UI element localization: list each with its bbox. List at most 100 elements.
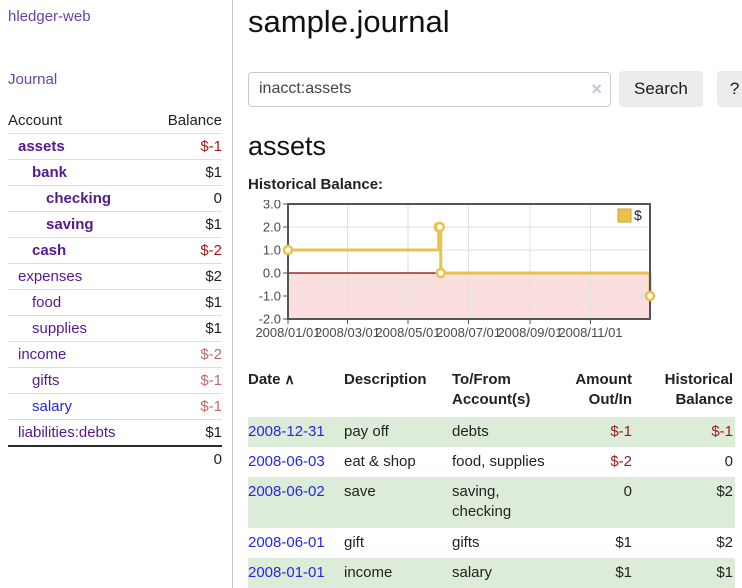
account-link-supplies[interactable]: supplies [32,320,88,337]
account-balance: $1 [150,315,222,342]
account-balance: $2 [150,263,222,290]
chart-container: 3.0 2.0 1.0 0.0 -1.0 -2.0 2008/01/01 2008/03/01… [248,197,742,352]
page-title: sample.journal [248,4,450,39]
account-row: expenses $2 [8,263,222,290]
svg-text:-2.0: -2.0 [259,312,281,327]
account-row: saving $1 [8,211,222,238]
account-link-food[interactable]: food [32,294,62,311]
account-row: bank $1 [8,159,222,186]
register-header-balance: Historical Balance [664,371,733,409]
register-header-tofrom: To/From Account(s) [452,371,531,409]
sidebar-item-journal[interactable]: Journal [8,71,58,88]
account-link-checking[interactable]: checking [46,190,112,207]
register-row: 2008-12-31 pay off debts $-1 $-1 [248,416,735,447]
date-link[interactable]: 2008-06-01 [248,533,325,551]
svg-text:2008/09/01: 2008/09/01 [497,325,562,340]
account-link-salary[interactable]: salary [32,398,73,415]
accounts-total-row: 0 [8,445,222,472]
account-link-bank[interactable]: bank [32,164,68,181]
accounts-total-value: 0 [150,445,222,472]
account-link-income[interactable]: income [18,346,67,363]
account-balance: $-1 [150,367,222,394]
sidebar: hledger-web Journal Account Balance asse… [0,0,233,588]
account-balance: $-1 [150,133,222,160]
account-link-assets[interactable]: assets [18,138,65,155]
register-row: 2008-06-03 eat & shop food, supplies $-2… [248,447,735,477]
accounts-cell: gifts [452,533,480,551]
description-cell: save [344,483,376,500]
date-link[interactable]: 2008-06-02 [248,483,325,500]
description-cell: income [344,563,393,581]
account-balance: $1 [150,289,222,316]
account-balance: $1 [150,211,222,238]
description-cell: eat & shop [344,452,416,470]
register-header-amount: Amount Out/In [575,371,632,409]
svg-text:$: $ [634,207,642,223]
account-row: assets $-1 [8,133,222,160]
historical-balance-chart: 3.0 2.0 1.0 0.0 -1.0 -2.02008/01/012008/03/01… [255,197,656,340]
account-link-cash[interactable]: cash [32,242,67,259]
svg-text:2008/01/01: 2008/01/01 [255,325,320,340]
register-table: Date ∧ Description To/From Account(s) Amo… [248,366,735,588]
account-row: checking 0 [8,185,222,212]
date-link[interactable]: 2008-01-01 [248,563,325,581]
svg-text:2008/07/01: 2008/07/01 [436,325,501,340]
accounts-header-account: Account [8,112,63,129]
search-button[interactable]: Search [619,71,703,107]
clear-search-icon[interactable]: × [591,78,602,99]
amount-cell: $-2 [610,452,632,470]
brand: hledger-web [8,8,222,25]
register-header-date[interactable]: Date ∧ [248,371,295,388]
account-row: income $-2 [8,341,222,368]
accounts-header-balance: Balance [167,112,222,129]
amount-cell: 0 [623,483,632,500]
register-header-description: Description [344,371,427,388]
svg-text:1.0: 1.0 [263,243,281,258]
accounts-cell: salary [452,563,493,581]
account-link-liabilities-debts[interactable]: liabilities:debts [18,424,116,441]
account-balance: $-2 [150,237,222,264]
account-row: cash $-2 [8,237,222,264]
help-button[interactable]: ? [716,71,742,107]
svg-text:0.0: 0.0 [263,266,281,281]
account-row: food $1 [8,289,222,316]
accounts-cell: debts [452,422,489,440]
svg-text:2008/11/01: 2008/11/01 [558,325,622,340]
balance-cell: $1 [716,563,733,581]
date-link[interactable]: 2008-12-31 [248,422,325,440]
account-balance: $-2 [150,341,222,368]
account-row: salary $-1 [8,393,222,420]
accounts-table: Account Balance assets $-1 bank $1 check… [8,108,222,472]
account-link-gifts[interactable]: gifts [32,372,60,389]
main-content: sample.journal × Search ? assets Histori… [233,0,742,588]
account-row: liabilities:debts $1 [8,419,222,446]
account-row: gifts $-1 [8,367,222,394]
svg-text:3.0: 3.0 [263,200,281,212]
balance-cell: 0 [724,452,733,470]
accounts-cell: food, supplies [452,452,545,470]
search-input[interactable] [248,71,611,107]
register-row: 2008-06-01 gift gifts $1 $2 [248,528,735,558]
account-link-saving[interactable]: saving [46,216,94,233]
svg-text:2008/03/01: 2008/03/01 [315,325,380,340]
amount-cell: $1 [615,563,632,581]
account-heading: assets [248,131,327,161]
account-link-expenses[interactable]: expenses [18,268,83,285]
account-balance: $-1 [150,393,222,420]
account-balance: $1 [150,419,222,446]
balance-cell: $2 [716,533,733,551]
sort-asc-icon: ∧ [284,371,295,387]
register-row: 2008-01-01 income salary $1 $1 [248,557,735,588]
register-header-row: Date ∧ Description To/From Account(s) Amo… [248,366,735,417]
register-row: 2008-06-02 save saving, checking 0 $2 [248,477,735,528]
accounts-header-row: Account Balance [8,108,222,134]
svg-text:-1.0: -1.0 [259,289,281,304]
accounts-cell: saving, checking [452,483,512,521]
date-link[interactable]: 2008-06-03 [248,452,325,470]
brand-link[interactable]: hledger-web [8,8,91,25]
sidebar-nav: Journal [8,71,222,88]
amount-cell: $1 [615,533,632,551]
description-cell: gift [344,533,365,551]
balance-cell: $-1 [711,422,733,440]
